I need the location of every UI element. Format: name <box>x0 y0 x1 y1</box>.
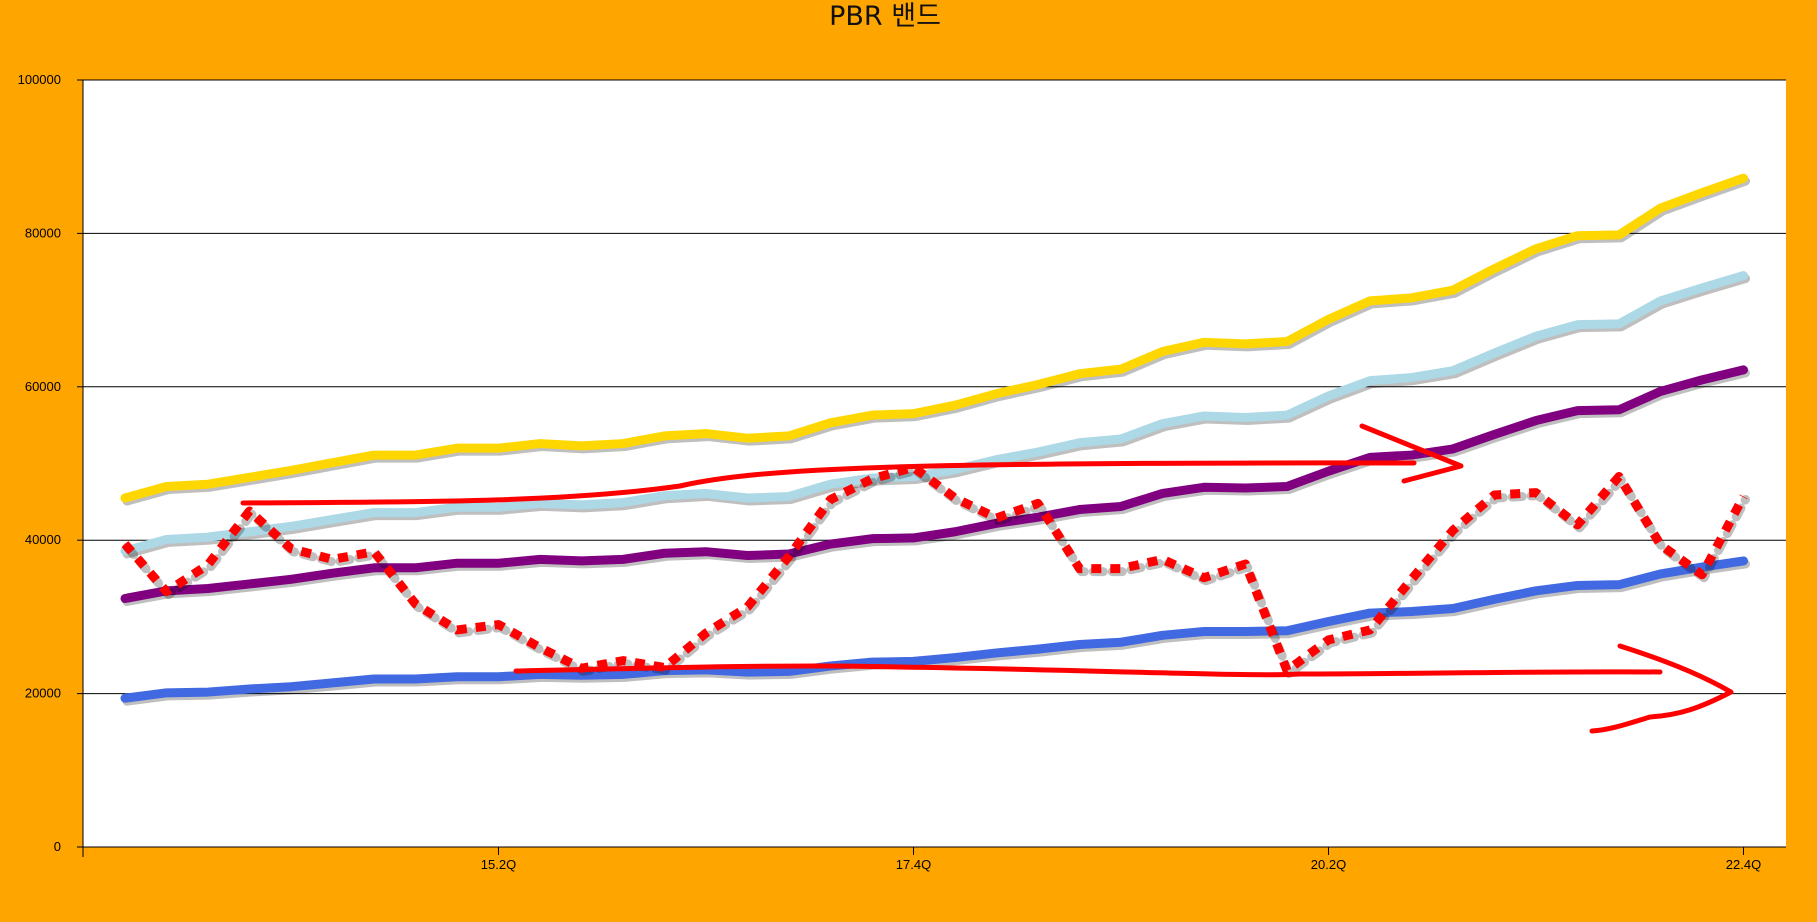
series-line-1 <box>120 271 1748 556</box>
series-line-4 <box>121 462 1748 676</box>
annotations <box>240 423 1734 734</box>
y-tick-label: 0 <box>54 839 61 854</box>
annotation-arrow-upper-line <box>240 460 1417 506</box>
annotation-arrow-lower-head <box>1589 643 1734 734</box>
x-tick-label: 20.2Q <box>1311 857 1346 872</box>
annotation-arrow-upper-head <box>1359 423 1464 484</box>
series-group <box>120 173 1750 706</box>
y-tick-label: 100000 <box>18 72 61 87</box>
series-line-0 <box>120 173 1748 503</box>
y-tick-label: 80000 <box>25 225 61 240</box>
annotation-arrow-lower-line <box>513 663 1663 678</box>
x-tick-label: 15.2Q <box>481 857 516 872</box>
series-line-2 <box>120 365 1748 603</box>
series-line-3 <box>120 556 1748 703</box>
y-tick-label: 40000 <box>25 532 61 547</box>
y-tick-label: 20000 <box>25 686 61 701</box>
x-tick-label: 22.4Q <box>1726 857 1761 872</box>
y-tick-label: 60000 <box>25 379 61 394</box>
x-tick-label: 17.4Q <box>896 857 931 872</box>
chart-title: PBR 밴드 <box>829 1 941 32</box>
axes: 0 20000 40000 60000 80000 100000 15.2Q 17.4Q 20.… <box>18 72 1786 872</box>
